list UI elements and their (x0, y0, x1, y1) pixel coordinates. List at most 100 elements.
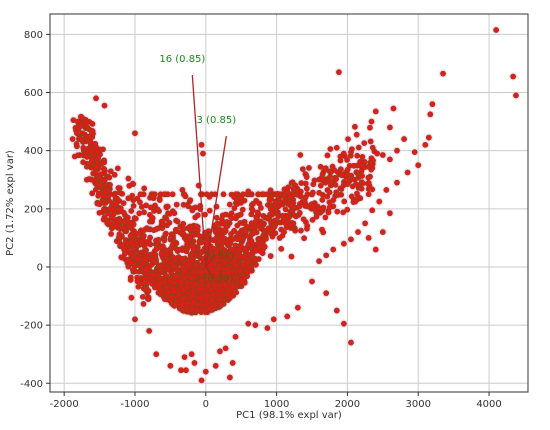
scatter-point (122, 239, 129, 246)
scatter-point (234, 249, 241, 256)
scatter-point (180, 220, 187, 227)
scatter-point (205, 282, 211, 289)
scatter-point (194, 307, 201, 314)
scatter-point (207, 286, 214, 293)
scatter-point (165, 266, 172, 272)
scatter-point (317, 163, 324, 170)
scatter-point (189, 293, 196, 299)
scatter-point (84, 154, 90, 160)
scatter-point (230, 236, 236, 243)
scatter-point (145, 288, 152, 294)
scatter-point (317, 182, 324, 189)
scatter-point (228, 210, 235, 217)
scatter-point (260, 212, 267, 219)
scatter-point (133, 230, 140, 237)
scatter-point (239, 279, 246, 285)
scatter-point (153, 226, 160, 232)
scatter-point (115, 217, 121, 224)
scatter-point (203, 191, 210, 198)
scatter-point (147, 218, 153, 225)
scatter-point (222, 252, 229, 259)
scatter-point (252, 218, 259, 225)
scatter-point (118, 224, 125, 231)
scatter-point (242, 247, 248, 253)
scatter-point (164, 289, 171, 295)
scatter-point (176, 246, 183, 253)
scatter-point (296, 210, 303, 216)
scatter-point (205, 306, 212, 312)
scatter-point (208, 265, 215, 272)
scatter-point (244, 259, 251, 266)
scatter-point (171, 210, 178, 217)
scatter-point (92, 140, 99, 147)
scatter-point (168, 234, 174, 241)
scatter-point (88, 157, 95, 164)
scatter-point (127, 251, 134, 257)
scatter-point (134, 195, 141, 202)
scatter-point (121, 219, 128, 226)
scatter-point (341, 198, 348, 205)
scatter-point (322, 214, 329, 221)
scatter-point (255, 191, 262, 198)
scatter-point (202, 309, 209, 315)
scatter-point (163, 230, 169, 237)
scatter-point (203, 292, 210, 298)
scatter-point (303, 185, 310, 192)
scatter-point (140, 301, 147, 307)
scatter-point (240, 191, 246, 198)
scatter-point (154, 282, 161, 289)
scatter-point (108, 231, 114, 237)
scatter-point (239, 220, 246, 226)
scatter-point (217, 288, 224, 294)
scatter-point (190, 246, 197, 253)
scatter-point (107, 168, 114, 175)
scatter-point (136, 210, 143, 217)
scatter-point (166, 278, 173, 285)
scatter-point (238, 227, 245, 234)
scatter-point (189, 207, 196, 214)
scatter-point (216, 276, 223, 283)
scatter-point (243, 223, 250, 230)
scatter-point (192, 262, 199, 269)
scatter-point (145, 238, 152, 244)
scatter-point (222, 211, 229, 218)
scatter-point (142, 247, 149, 254)
scatter-point (324, 152, 331, 159)
scatter-point (173, 201, 180, 208)
scatter-point (130, 266, 136, 273)
scatter-point (94, 200, 101, 207)
scatter-point (184, 307, 190, 314)
scatter-point (164, 247, 171, 254)
scatter-point (344, 157, 350, 163)
scatter-point (154, 206, 161, 213)
scatter-point (354, 152, 361, 159)
scatter-point (161, 237, 168, 244)
scatter-point (282, 206, 289, 213)
scatter-point (167, 297, 173, 304)
scatter-point (132, 215, 139, 222)
scatter-point (257, 225, 264, 232)
scatter-point (106, 174, 113, 181)
scatter-points (69, 27, 519, 384)
scatter-point (279, 232, 286, 239)
scatter-point (237, 211, 244, 218)
scatter-point (237, 242, 244, 248)
scatter-point (367, 138, 374, 145)
scatter-point (141, 275, 148, 282)
scatter-point (105, 187, 112, 194)
scatter-point (88, 148, 94, 154)
scatter-point (220, 235, 227, 242)
scatter-point (140, 191, 147, 198)
scatter-point (101, 206, 107, 212)
scatter-point (213, 269, 220, 276)
scatter-point (160, 221, 167, 227)
scatter-point (162, 272, 169, 279)
scatter-point (100, 165, 107, 172)
scatter-point (226, 201, 233, 208)
scatter-point (104, 220, 111, 227)
scatter-point (133, 249, 139, 256)
scatter-point (196, 285, 203, 292)
scatter-point (237, 235, 244, 241)
scatter-point (144, 295, 151, 302)
scatter-point (155, 236, 162, 243)
